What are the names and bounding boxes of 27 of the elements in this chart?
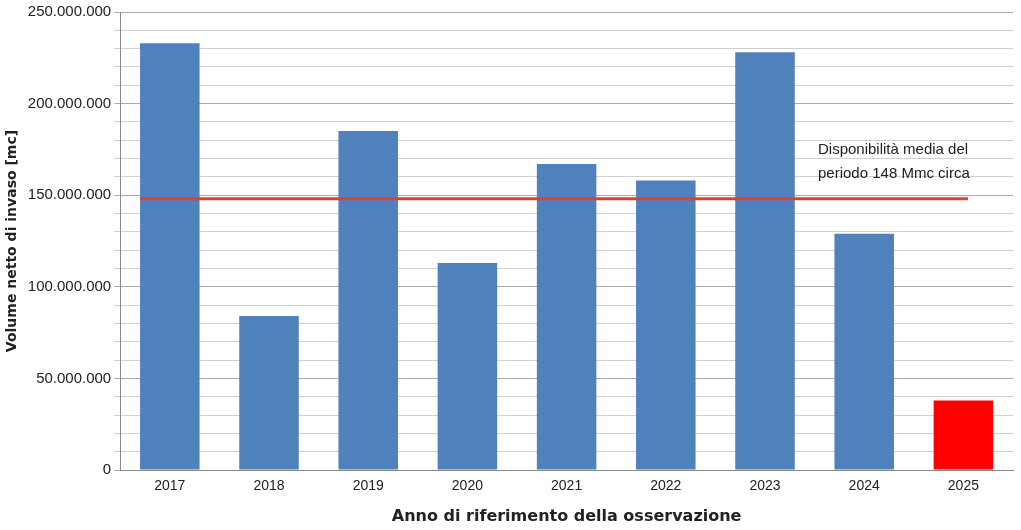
bar [834,233,894,470]
x-tick-label: 2024 [848,477,880,494]
y-axis-title: Volume netto di invaso [mc] [3,129,20,353]
bar [140,43,200,470]
x-tick-label: 2025 [947,477,980,494]
bar [338,131,398,470]
x-axis-title: Anno di riferimento della osservazione [391,505,742,525]
bar [735,52,795,470]
x-tick-label: 2018 [253,477,285,494]
y-tick-label: 0 [102,460,112,478]
bar [636,180,696,470]
bar [239,316,299,470]
x-tick-label: 2020 [451,477,484,494]
y-tick-label: 250.000.000 [27,2,112,20]
y-tick-label: 50.000.000 [36,368,112,386]
bar [437,262,498,470]
y-tick-label: 150.000.000 [27,185,112,203]
x-tick-label: 2021 [551,477,583,494]
y-tick-label: 100.000.000 [27,276,112,294]
x-tick-label: 2023 [749,477,781,494]
x-tick-label: 2022 [650,477,682,494]
bar [933,400,994,470]
y-tick-label: 200.000.000 [27,93,112,111]
x-tick-label: 2017 [154,477,186,494]
bar [536,164,597,470]
x-tick-label: 2019 [352,477,384,494]
ref-line-label: Disponibilità media del periodo 148 Mmc circa [818,139,971,181]
